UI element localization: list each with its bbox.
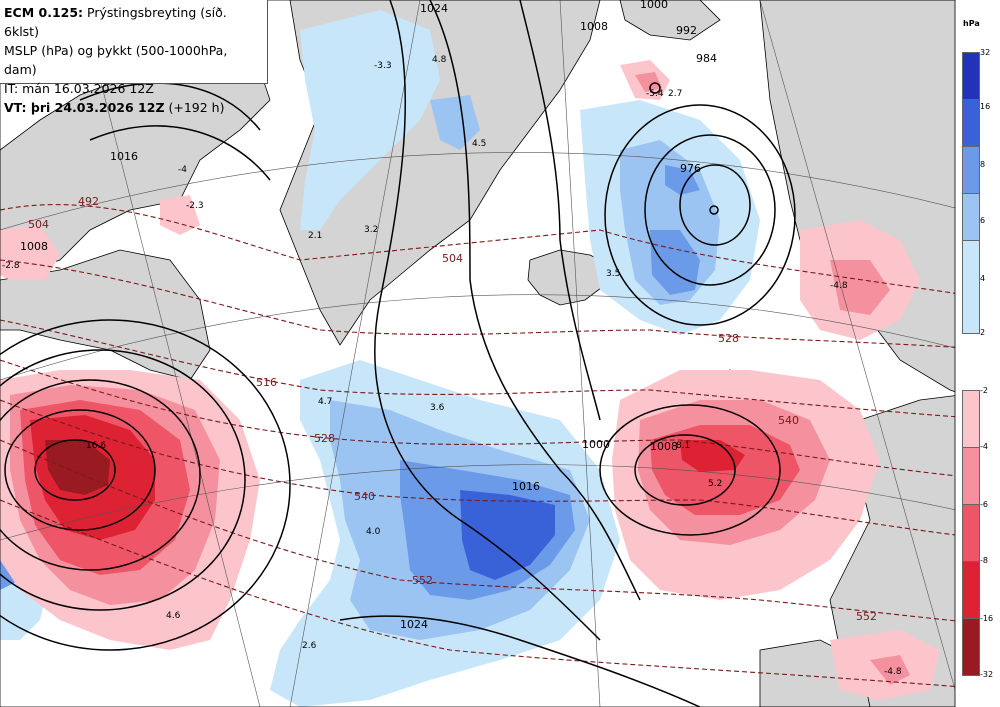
map-header: ECM 0.125: Prýstingsbreyting (síð. 6klst… (0, 0, 268, 115)
header-line-4: VT: þri 24.03.2026 12Z (+192 h) (4, 100, 225, 115)
isobar-label: 1000 (640, 0, 668, 11)
point-value: 2.7 (668, 89, 682, 99)
colorbar-tick: 8 (980, 160, 986, 169)
point-value: 3.6 (430, 403, 445, 413)
point-value: 3.5 (606, 269, 620, 279)
colorbar-tick: -32 (980, 670, 994, 679)
point-value: -4.8 (884, 667, 902, 677)
colorbar-swatch (962, 99, 980, 147)
isobar-label: 1008 (20, 240, 48, 253)
map-frame (0, 0, 956, 707)
colorbar-swatch (962, 618, 980, 676)
isobar-label: 976 (680, 162, 701, 175)
colorbar-swatch (962, 146, 980, 194)
thickness-label: 504 (28, 218, 49, 231)
colorbar-tick: -4 (980, 442, 988, 451)
colorbar-tick: 16 (980, 102, 991, 111)
thickness-label: 552 (856, 610, 877, 623)
thickness-lines (0, 204, 1000, 691)
colorbar-tick: -2 (980, 386, 988, 395)
point-value: 2.6 (302, 641, 317, 651)
isobar-label: 1008 (580, 20, 608, 33)
colorbar-tick: 4 (980, 274, 986, 283)
thickness-label: 516 (256, 376, 277, 389)
point-value: 4.6 (166, 611, 181, 621)
header-line-3: IT: mán 16.03.2026 12Z (4, 81, 154, 96)
point-value: -4.8 (830, 281, 848, 291)
point-value: -5.4 (646, 89, 664, 99)
colorbar-swatch (962, 390, 980, 448)
point-value: 4.0 (366, 527, 381, 537)
thickness-label: 492 (78, 195, 99, 208)
colorbar-tick: 32 (980, 48, 991, 57)
colorbar-tick: -8 (980, 556, 988, 565)
thickness-label-group: 492 504 504 516 528 528 540 540 552 552 (28, 195, 877, 623)
colorbar-swatch (962, 52, 980, 100)
isobars (0, 0, 796, 707)
colorbar-tick: 6 (980, 216, 986, 225)
isobar-label-group: 1024 1016 1008 1000 992 984 976 1024 101… (20, 0, 717, 631)
point-value-group: -3.3 4.8 4.5 -4 -2.3 2.1 3.2 -2.8 -5.4 2… (2, 55, 902, 677)
header-line-2: MSLP (hPa) og þykkt (500-1000hPa, dam) (4, 43, 228, 77)
point-value: -3.3 (374, 61, 392, 71)
point-value: -2.8 (2, 261, 20, 271)
isobar-label: 1008 (650, 440, 678, 453)
header-line-1: ECM 0.125: Prýstingsbreyting (síð. 6klst… (4, 5, 227, 39)
isobar-label: 992 (676, 24, 697, 37)
point-value: -4 (178, 165, 187, 175)
isobar-label: 1000 (582, 438, 610, 451)
thickness-label: 540 (778, 414, 799, 427)
point-value: 4.5 (472, 139, 486, 149)
isobar-label: 1024 (420, 2, 448, 15)
colorbar-swatch (962, 193, 980, 241)
colorbar-swatch (962, 504, 980, 562)
point-value: 4.8 (432, 55, 447, 65)
colorbar-swatch (962, 561, 980, 619)
isobar-label: 984 (696, 52, 717, 65)
thickness-label: 540 (354, 490, 375, 503)
colorbar-tick: -6 (980, 500, 988, 509)
thickness-label: 552 (412, 574, 433, 587)
point-value: 8.1 (676, 441, 690, 451)
colorbar-swatch (962, 240, 980, 334)
isobar-label: 1016 (512, 480, 540, 493)
point-value: -2.3 (186, 201, 204, 211)
point-value: 3.2 (364, 225, 378, 235)
thickness-label: 528 (314, 432, 335, 445)
point-value: 5.2 (708, 479, 722, 489)
point-value: 4.7 (318, 397, 332, 407)
colorbar-swatch (962, 447, 980, 505)
thickness-label: 528 (718, 332, 739, 345)
colorbar-tick: -16 (980, 614, 994, 623)
isobar-label: 1024 (400, 618, 428, 631)
isobar-label: 1016 (110, 150, 138, 163)
colorbar-unit: hPa (963, 19, 980, 28)
colorbar-tick: 2 (980, 328, 986, 337)
point-value: 16.6 (86, 441, 106, 451)
thickness-label: 504 (442, 252, 463, 265)
point-value: 2.1 (308, 231, 322, 241)
